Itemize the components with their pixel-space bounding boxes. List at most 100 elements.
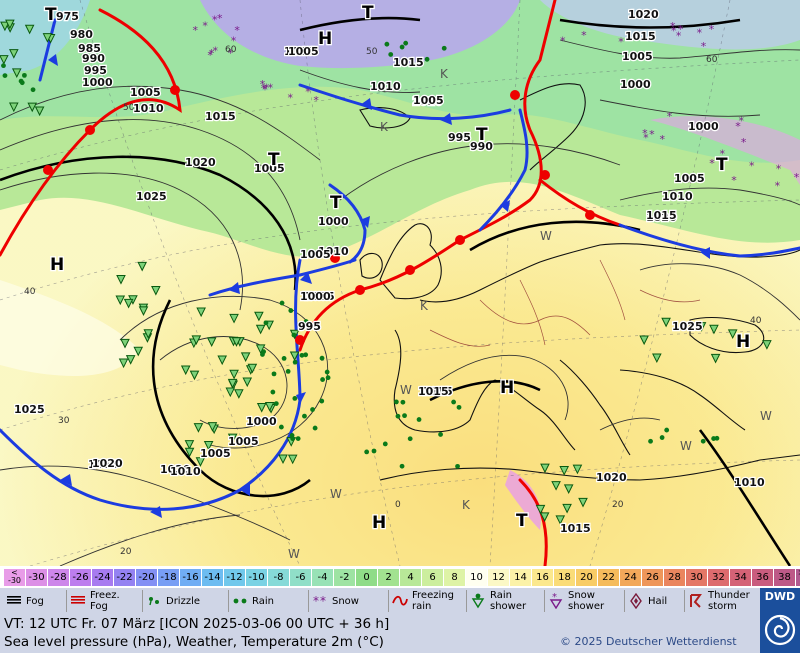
temperature-scale-step: 14 — [510, 569, 531, 586]
temperature-scale-step: 20 — [576, 569, 597, 586]
isobar-label: 1005 — [674, 172, 705, 185]
dwd-logo-text: DWD — [764, 590, 796, 603]
rain-shower-symbol — [709, 324, 719, 335]
rain-shower-symbol — [227, 433, 238, 444]
legend-separator — [624, 590, 625, 612]
rain-shower-symbol — [540, 463, 550, 474]
rain-shower-symbol — [196, 307, 206, 318]
snow-symbol: * — [560, 35, 566, 48]
rain-shower-symbol — [133, 346, 144, 357]
snow-symbol: * — [268, 82, 274, 95]
temp-label: 60 — [706, 55, 718, 65]
cold-warm-markers: K K K K W W W W W W — [288, 67, 772, 561]
temperature-isotherm-labels: 60 50 60 50 40 30 20 40 20 0 — [24, 45, 762, 557]
rain-symbol — [402, 413, 407, 419]
cold-marker: K — [462, 498, 471, 512]
rain-symbol — [395, 413, 401, 419]
legend-item-label: Hail — [648, 595, 668, 607]
rain-shower-symbol — [143, 329, 154, 339]
rain-shower-symbol — [572, 464, 583, 475]
rain-shower-symbol — [137, 261, 147, 272]
isobar-label: 1015 — [646, 209, 677, 222]
weather-map: * ********** ******* *************** ****** *… — [0, 0, 800, 566]
rain-shower-symbol — [184, 447, 195, 458]
rain-symbol — [22, 72, 27, 78]
low-pressure-center: T — [716, 155, 728, 175]
rain-symbol — [312, 425, 318, 431]
rain-symbol — [320, 377, 325, 382]
snow-symbol: * — [217, 12, 223, 25]
temp-label: 0 — [395, 500, 401, 510]
snow-symbol: * — [735, 120, 741, 133]
weather-legend: Fog Freez. Fog Drizzle Rain * * Snow Freezing r… — [0, 588, 800, 614]
rain-shower-symbol — [278, 454, 288, 465]
snow-symbol: * — [667, 110, 673, 123]
isobar-label: 990 — [470, 140, 493, 153]
isobar-label: 980 — [70, 28, 93, 41]
isobar-label: 1020 — [596, 471, 627, 484]
snow-symbol: * — [207, 49, 213, 62]
temperature-scale-step: -2 — [334, 569, 355, 586]
rain-shower-symbol — [578, 497, 588, 508]
rain-shower-symbol — [24, 24, 35, 35]
isobar-label: 1020 — [160, 463, 191, 476]
isobar-label: 1000 — [246, 415, 277, 428]
rain-shower-symbol — [42, 33, 53, 43]
snow-shower-icon: * — [549, 593, 563, 609]
rain-symbol — [278, 424, 284, 430]
rain-icon — [233, 598, 247, 604]
rain-symbol — [271, 371, 277, 377]
rain-symbol — [319, 398, 325, 404]
temperature-scale-step: -16 — [180, 569, 201, 586]
temperature-scale-step: 24 — [620, 569, 641, 586]
high-pressure-center: H — [372, 513, 386, 533]
snow-symbol: * — [660, 133, 666, 146]
rain-shower-symbol — [191, 335, 202, 345]
rain-symbol — [438, 432, 443, 437]
rain-shower-symbol — [551, 481, 561, 491]
snow-symbol: * — [738, 114, 744, 127]
rain-symbol — [382, 441, 388, 447]
snow-symbol: * — [231, 35, 237, 48]
rain-shower-symbol — [206, 337, 217, 347]
rain-symbol — [299, 352, 305, 358]
snow-symbol: * — [649, 128, 655, 141]
legend-item-label: Rain shower — [490, 590, 527, 612]
snow-symbol: * — [193, 24, 199, 37]
temperature-scale-step: < -30 — [4, 569, 25, 586]
rain-shower-symbol — [247, 363, 258, 374]
snow-symbol: * — [228, 47, 234, 60]
temp-label: 30 — [58, 416, 70, 426]
isobar-label: 1020 — [92, 457, 123, 470]
rain-shower-symbol — [207, 422, 218, 432]
temperature-scale-step: 4 — [400, 569, 421, 586]
isobar-label: 1005 — [300, 248, 331, 261]
rain-symbol — [424, 56, 430, 62]
isobar-label: 1005 — [254, 162, 285, 175]
temperature-scale-step: 32 — [708, 569, 729, 586]
rain-shower-symbol — [189, 370, 200, 381]
isobar-label: 1015 — [560, 522, 591, 535]
isobar-label: 1000 — [300, 290, 331, 303]
rain-shower-symbol — [184, 440, 195, 450]
isobar-label: 1005 — [200, 447, 231, 460]
rain-shower-symbol — [227, 378, 238, 389]
snow-symbol: * — [305, 85, 311, 98]
rain-shower-symbol — [9, 49, 19, 59]
snow-symbol: * — [697, 26, 703, 39]
thunderstorm-icon — [690, 594, 702, 608]
temperature-scale-step: 26 — [642, 569, 663, 586]
rain-shower-symbol — [193, 423, 204, 433]
isobar-label: 1015 — [422, 385, 453, 398]
isobar-label: 1000 — [82, 76, 113, 89]
rain-symbol — [290, 436, 296, 442]
rain-shower-symbol — [562, 503, 572, 514]
snow-symbol: * — [688, 176, 694, 189]
rain-shower-symbol — [116, 274, 126, 285]
isobar-label: 1025 — [672, 320, 703, 333]
low-pressure-center: T — [516, 511, 528, 531]
warm-marker: W — [680, 439, 692, 453]
legend-item-label: Freezing rain — [412, 590, 454, 612]
snow-symbol: * — [209, 47, 215, 60]
rain-shower-symbol — [652, 353, 662, 364]
